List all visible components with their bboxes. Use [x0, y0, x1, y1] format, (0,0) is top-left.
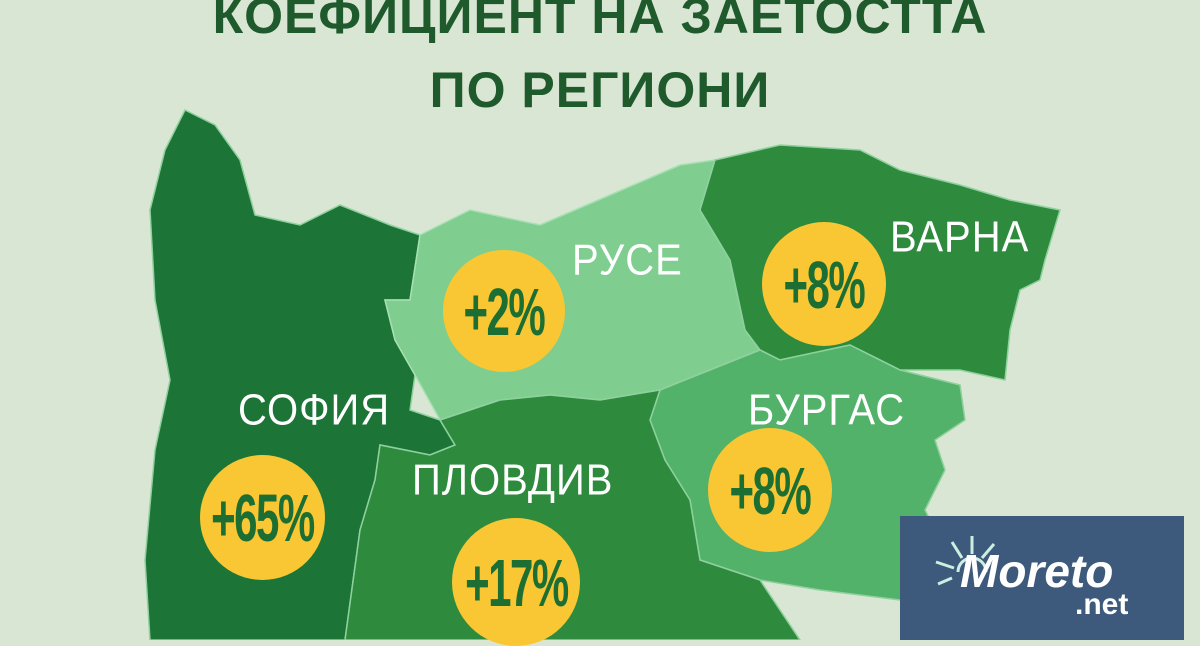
- region-label-ruse: РУСЕ: [572, 235, 683, 285]
- logo-text: Moreto: [960, 545, 1114, 597]
- value-ruse: +2%: [463, 273, 546, 349]
- title-line-2: ПО РЕГИОНИ: [429, 62, 771, 118]
- badge-sofia: +65%: [200, 455, 325, 580]
- badge-plovdiv: +17%: [452, 518, 580, 646]
- value-burgas: +8%: [729, 452, 812, 528]
- region-label-plovdiv: ПЛОВДИВ: [412, 455, 614, 505]
- title-line-1: КОЕФИЦИЕНТ НА ЗАЕТОСТТА: [212, 0, 988, 44]
- value-varna: +8%: [783, 246, 866, 322]
- value-sofia: +65%: [211, 479, 315, 556]
- region-label-burgas: БУРГАС: [748, 385, 906, 435]
- badge-varna: +8%: [762, 222, 886, 346]
- sun-icon: [935, 536, 996, 586]
- moreto-logo: Moreto .net: [900, 516, 1184, 640]
- logo-suffix: .net: [1075, 588, 1129, 621]
- value-plovdiv: +17%: [464, 544, 569, 620]
- badge-burgas: +8%: [708, 428, 832, 552]
- region-label-varna: ВАРНА: [890, 212, 1030, 262]
- region-label-sofia: СОФИЯ: [238, 385, 391, 435]
- badge-ruse: +2%: [443, 250, 565, 372]
